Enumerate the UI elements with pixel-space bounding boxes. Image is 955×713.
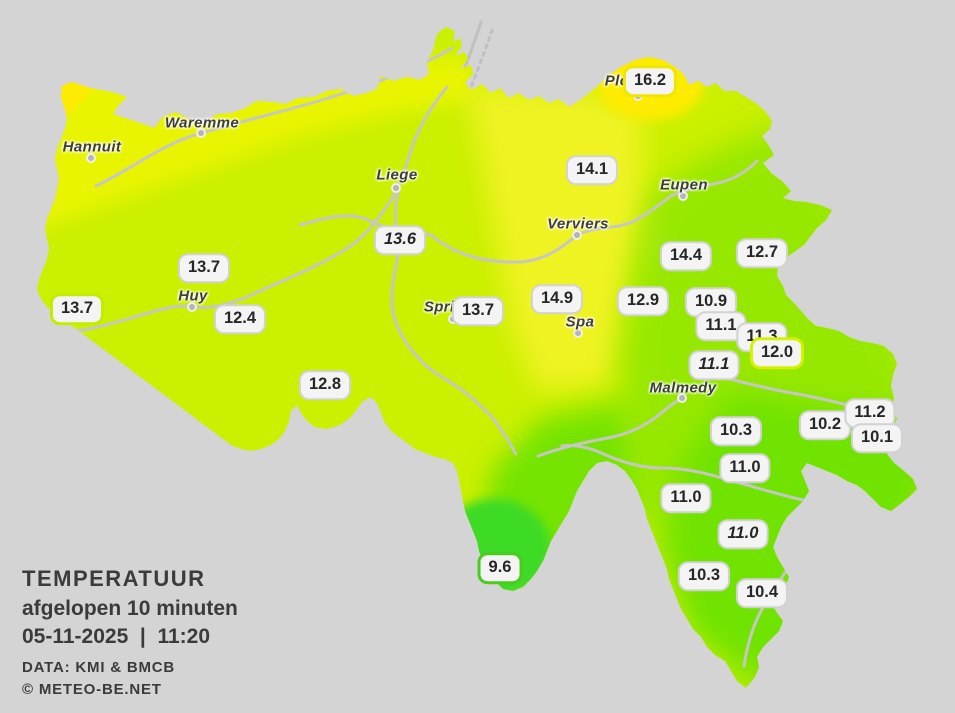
temp-zone-cold-blob <box>437 499 551 599</box>
data-source: DATA: KMI & BMCB <box>22 659 176 676</box>
map-subtitle: afgelopen 10 minuten <box>22 597 238 620</box>
river-line <box>560 444 814 504</box>
temp-zone-deep-green <box>667 392 917 688</box>
legend-block: TEMPERATUUR afgelopen 10 minuten 05-11-2… <box>22 566 238 698</box>
temp-zone-plombieres-hotspot <box>596 47 704 121</box>
map-datetime: 05-11-2025 | 11:20 <box>22 625 211 648</box>
river-line <box>390 190 518 456</box>
map-title: TEMPERATUUR <box>22 566 206 591</box>
river-line <box>742 554 798 668</box>
copyright: © METEO-BE.NET <box>22 681 162 698</box>
river-line <box>38 85 449 335</box>
